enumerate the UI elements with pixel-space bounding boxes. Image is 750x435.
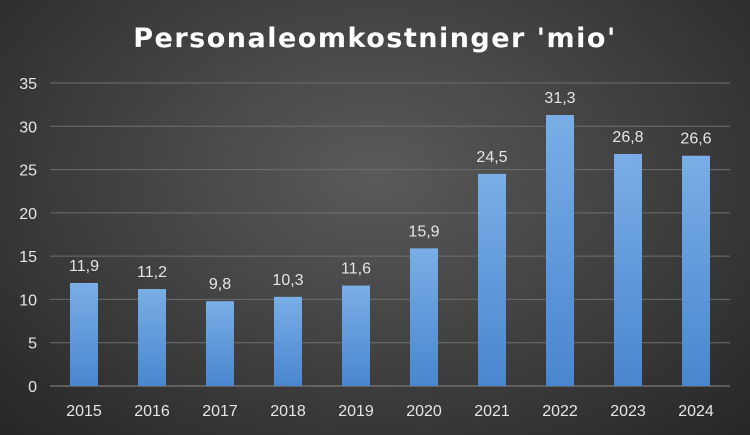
- bar-2021: [478, 173, 506, 386]
- bar-2018: [274, 296, 302, 386]
- y-tick-label: 15: [19, 249, 37, 266]
- data-label-2015: 11,9: [69, 258, 99, 275]
- bar-2023: [614, 153, 642, 386]
- y-tick-label: 10: [19, 292, 37, 309]
- bar-2017: [206, 301, 234, 386]
- data-label-2020: 15,9: [408, 223, 439, 240]
- bar-2024: [682, 155, 710, 386]
- bar-2016: [138, 289, 166, 386]
- y-tick-label: 30: [19, 119, 37, 136]
- x-axis-ticks: 2015 2016 2017 2018 2019 2020 2021 2022 2023 2024: [66, 403, 714, 420]
- data-labels: 11,9 11,2 9,8 10,3 11,6 15,9 24,5 31,3 26,8 26,6: [69, 90, 712, 293]
- data-label-2021: 24,5: [476, 149, 507, 166]
- x-tick-label-2016: 2016: [134, 403, 170, 420]
- x-tick-label-2024: 2024: [678, 403, 714, 420]
- y-tick-label: 25: [19, 163, 37, 180]
- data-label-2023: 26,8: [612, 129, 643, 146]
- data-label-2019: 11,6: [341, 261, 371, 278]
- y-tick-label: 0: [28, 379, 37, 396]
- data-label-2018: 10,3: [272, 272, 303, 289]
- y-tick-label: 5: [28, 336, 37, 353]
- y-tick-label: 20: [19, 206, 37, 223]
- y-tick-label: 35: [19, 76, 37, 93]
- x-tick-label-2023: 2023: [610, 403, 646, 420]
- bar-2022: [546, 115, 574, 386]
- data-label-2016: 11,2: [137, 264, 167, 281]
- bar-2020: [410, 248, 438, 386]
- chart-title: Personaleomkostninger 'mio': [133, 23, 617, 54]
- y-axis-ticks: 0 5 10 15 20 25 30 35: [19, 76, 37, 396]
- data-label-2017: 9,8: [209, 276, 231, 293]
- x-tick-label-2018: 2018: [270, 403, 306, 420]
- x-tick-label-2020: 2020: [406, 403, 442, 420]
- bars: [70, 115, 710, 386]
- x-tick-label-2022: 2022: [542, 403, 578, 420]
- bar-2015: [70, 282, 98, 386]
- data-label-2022: 31,3: [544, 90, 575, 107]
- x-tick-label-2021: 2021: [474, 403, 510, 420]
- x-tick-label-2019: 2019: [338, 403, 374, 420]
- x-tick-label-2015: 2015: [66, 403, 102, 420]
- data-label-2024: 26,6: [680, 131, 711, 148]
- x-tick-label-2017: 2017: [202, 403, 238, 420]
- bar-2019: [342, 285, 370, 386]
